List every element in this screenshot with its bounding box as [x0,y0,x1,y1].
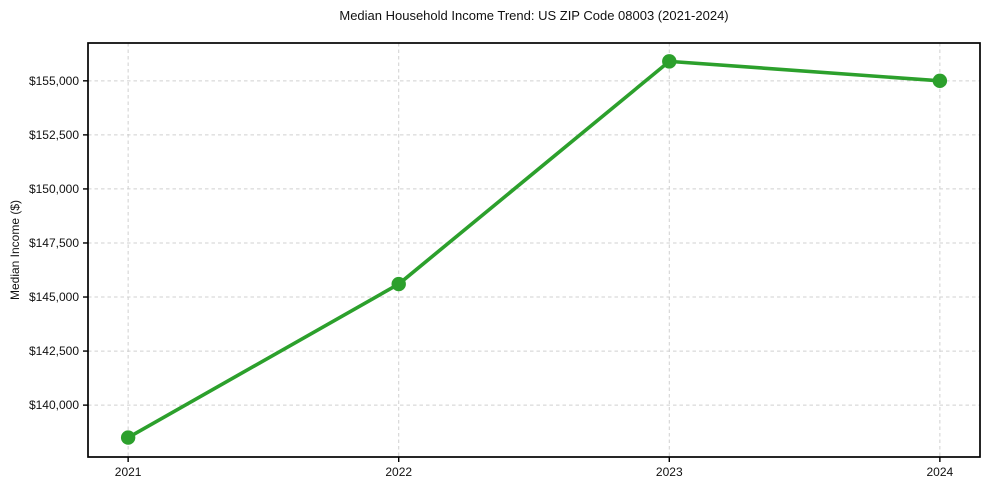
y-tick-label: $150,000 [29,182,79,196]
x-tick-label: 2021 [115,465,142,479]
plot-border [87,42,981,458]
data-point-2021 [120,430,136,445]
trend-line [127,59,940,440]
x-tick-label: 2023 [656,465,683,479]
y-tick-label: $142,500 [29,344,79,358]
y-tick-label: $155,000 [29,74,79,88]
chart-title: Median Household Income Trend: US ZIP Co… [339,8,729,23]
x-tick-label: 2022 [385,465,412,479]
y-tick-label: $147,500 [29,236,79,250]
x-tick-label: 2024 [927,465,954,479]
data-point-2023 [662,54,677,69]
data-point-2022 [391,276,406,292]
y-tick-label: $152,500 [29,128,79,142]
data-point-2024 [932,73,948,89]
y-tick-label: $140,000 [29,398,79,412]
y-tick-label: $145,000 [29,290,79,304]
